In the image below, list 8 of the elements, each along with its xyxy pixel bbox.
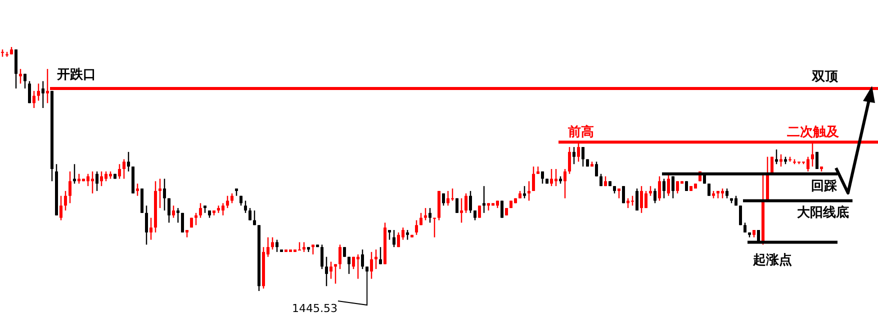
- annotation: 前高: [567, 124, 594, 140]
- annotation: 二次触及: [787, 125, 840, 140]
- annotation: 回踩: [811, 178, 838, 194]
- annotation: 大阳线底: [797, 204, 849, 221]
- text: 1445.53: [292, 302, 338, 315]
- annotation: 双顶: [811, 69, 839, 84]
- annotation: 起涨点: [752, 252, 792, 268]
- annotation: 开跌口: [56, 67, 96, 82]
